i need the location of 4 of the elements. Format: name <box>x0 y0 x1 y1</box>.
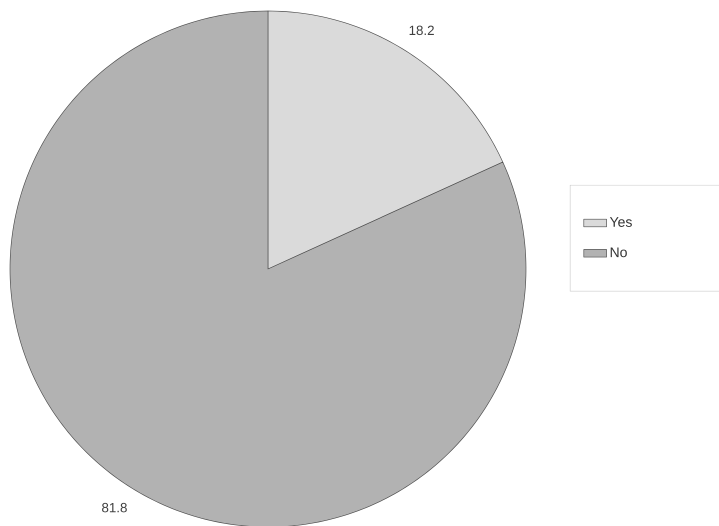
slice-label: No <box>610 247 627 258</box>
legend-label: Yes <box>610 217 632 227</box>
data-label: 81.8 <box>102 502 127 512</box>
data-label: 18.2 <box>410 26 434 36</box>
